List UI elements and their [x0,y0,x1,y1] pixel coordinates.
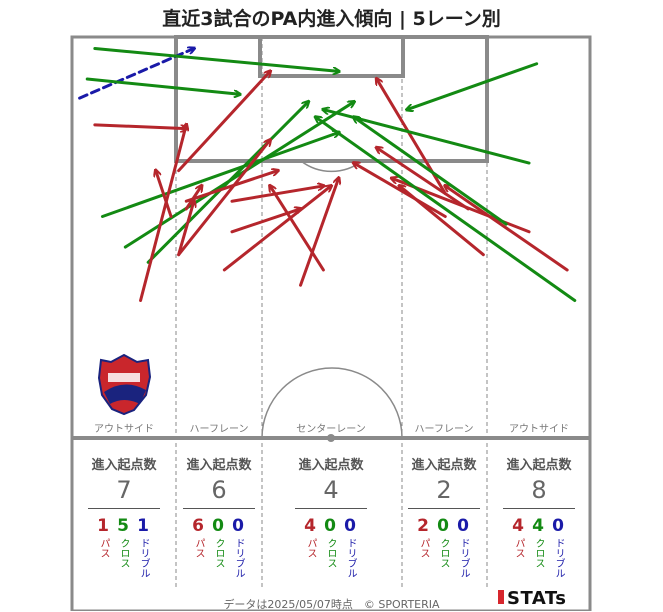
stats-total: 2 [436,476,452,504]
pass-arrow [299,178,339,287]
dribble-count: 1 [137,516,149,536]
stats-divider [295,508,367,509]
cross-count: 0 [212,516,224,536]
cross-arrow [85,77,239,94]
brand-mark-icon [498,590,504,604]
pass-arrow [377,79,447,196]
cross-count: 4 [532,516,544,536]
lane-label-half-right: ハーフレーン [415,424,474,435]
dribble-count: 0 [344,516,356,536]
pass-arrow [222,186,331,272]
cross-arrow [100,132,338,218]
stats-divider [503,508,575,509]
pass-arrow [445,186,569,272]
dribble-label: ドリブル [458,538,469,578]
cross-label: クロス [118,538,129,568]
stats-header: 進入起点数 [506,458,572,473]
pass-count: 4 [512,516,524,536]
cross-label: クロス [438,538,449,568]
stats-header: 進入起点数 [186,458,252,473]
stats-total: 7 [116,476,132,504]
stats-total: 6 [211,476,227,504]
club-crest-logo [97,353,152,416]
dribble-count: 0 [232,516,244,536]
stats-divider [88,508,160,509]
brand-text: STATs [507,588,567,609]
dribble-label: ドリブル [553,538,564,578]
dribble-label: ドリブル [345,538,356,578]
lane-label-outside-left: アウトサイド [94,423,154,435]
stats-header: 進入起点数 [91,458,157,473]
center-circle [261,367,403,439]
cross-label: クロス [533,538,544,568]
center-spot [327,434,335,442]
pass-count: 2 [417,516,429,536]
footer-credit: データは2025/05/07時点 © SPORTERIA [223,598,440,611]
pass-count: 4 [304,516,316,536]
pass-arrow [184,171,277,203]
pass-label: パス [98,538,109,558]
pass-arrow [177,140,270,257]
pass-arrow [139,125,187,303]
pass-label: パス [418,538,429,558]
pass-label: パス [193,538,204,558]
dribble-label: ドリブル [233,538,244,578]
cross-arrow [407,62,539,110]
stats-total: 8 [531,476,547,504]
stats-divider [183,508,255,509]
stats-header: 進入起点数 [298,458,364,473]
pass-arrow [156,171,173,218]
lane-label-outside-right: アウトサイド [509,423,569,435]
cross-arrow [93,46,339,71]
cross-arrow [146,102,308,264]
stats-total: 4 [323,476,339,504]
dribble-count: 0 [552,516,564,536]
chart-title: 直近3試合のPA内進入傾向 | 5レーン別 [162,8,501,30]
cross-label: クロス [213,538,224,568]
pass-arrow [93,123,186,129]
pass-arrow [177,201,194,257]
pass-arrow [230,186,323,203]
entry-arrows [78,46,577,303]
dribble-count: 0 [457,516,469,536]
pass-label: パス [305,538,316,558]
cross-arrow [354,117,508,226]
dribble-label: ドリブル [138,538,149,578]
cross-arrow [316,117,577,303]
pass-arrow [377,148,470,211]
pass-count: 6 [192,516,204,536]
stats-header: 進入起点数 [411,458,477,473]
brand-logo: STATs [498,588,566,609]
pass-arrow [270,186,325,272]
pass-arrow [230,209,301,234]
pass-count: 1 [97,516,109,536]
cross-arrow [123,102,354,249]
cross-count: 0 [324,516,336,536]
pass-arrow [400,186,485,257]
pass-arrow [177,71,270,173]
lane-label-half-left: ハーフレーン [190,424,249,435]
lane-label-center: センターレーン [296,423,366,435]
goal-area [258,35,405,78]
pass-label: パス [513,538,524,558]
cross-count: 0 [437,516,449,536]
cross-count: 5 [117,516,129,536]
stats-divider [408,508,480,509]
cross-label: クロス [325,538,336,568]
